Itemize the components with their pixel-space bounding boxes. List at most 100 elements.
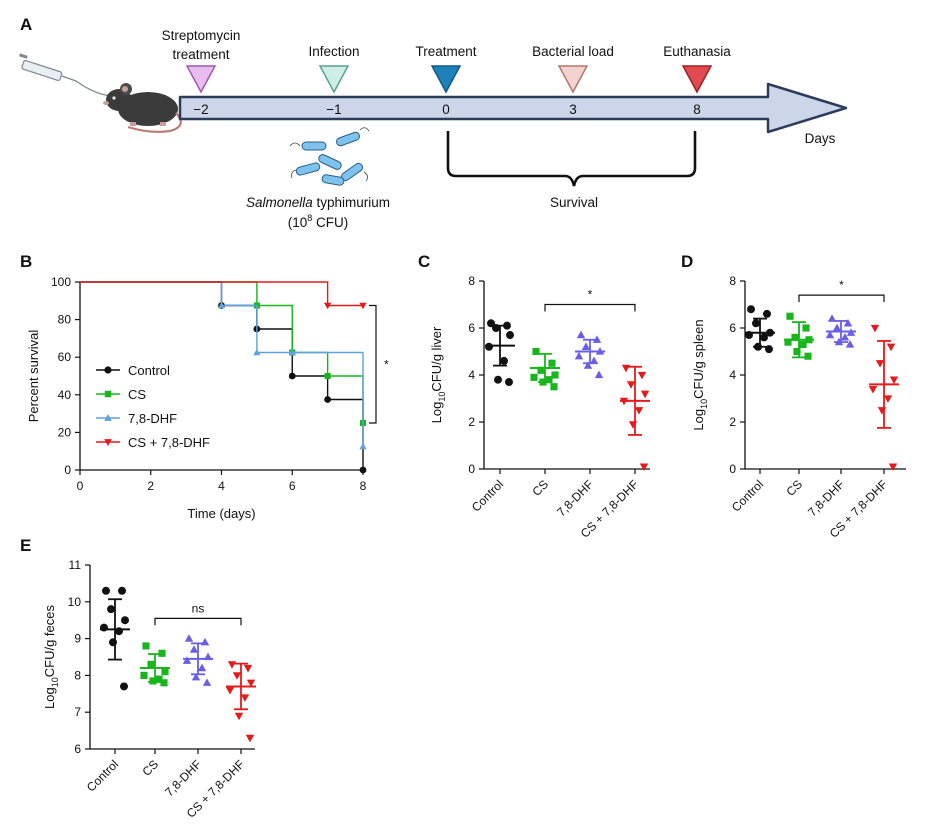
timeline-events: Streptomycin treatment −2 Infection −1 Treatm… (162, 28, 732, 117)
data-point (765, 345, 773, 354)
timeline-event-marker (430, 65, 462, 94)
data-point (120, 682, 128, 691)
data-point (550, 383, 558, 391)
timeline-tick-label: 0 (442, 102, 450, 117)
data-point (628, 421, 638, 429)
data-point (161, 668, 169, 676)
data-point (551, 371, 559, 379)
data-point (883, 395, 893, 403)
data-point (827, 314, 837, 322)
panel-c-label: C (418, 252, 430, 271)
y-tick-label: 8 (729, 274, 736, 288)
x-tick-label: CS (529, 477, 551, 499)
data-point (197, 663, 207, 672)
data-point (594, 370, 604, 379)
y-tick-label: 6 (468, 321, 475, 335)
data-point (500, 356, 508, 365)
survival-point (288, 348, 296, 356)
significance-bracket (369, 304, 377, 424)
data-point (840, 332, 850, 341)
timeline-event-marker (185, 65, 217, 94)
legend-label: 7,8-DHF (128, 411, 177, 426)
data-point (155, 675, 163, 683)
x-tick-label: 7,8-DHF (805, 477, 847, 519)
y-tick-label: 40 (58, 388, 72, 402)
mouse-icon (103, 83, 182, 133)
timeline-arrow (178, 82, 848, 134)
data-point (626, 381, 636, 389)
data-point (799, 340, 807, 349)
data-point (118, 586, 126, 595)
data-point (225, 686, 235, 695)
y-tick-label: 20 (58, 425, 72, 439)
data-point (200, 637, 210, 646)
data-point (784, 338, 792, 346)
timeline-event-label: treatment (172, 47, 229, 62)
data-point (191, 672, 201, 681)
data-point (791, 333, 799, 341)
y-tick-label: 100 (51, 275, 71, 289)
legend-label: Control (128, 363, 170, 378)
x-tick-label: 8 (360, 479, 367, 493)
y-tick-label: 4 (468, 368, 475, 382)
data-point (747, 305, 755, 314)
x-tick-label: 6 (289, 479, 296, 493)
y-tick-label: 6 (729, 321, 736, 335)
x-tick-label: CS (139, 757, 161, 779)
timeline-event-label: Streptomycin (162, 28, 241, 43)
survival-point (359, 302, 367, 310)
survival-curve (80, 281, 363, 307)
legend-marker (104, 390, 112, 398)
data-point (574, 351, 584, 360)
data-point (589, 356, 599, 365)
data-point (182, 656, 192, 664)
x-tick-label: Control (469, 477, 506, 514)
x-tick-label: Control (729, 477, 766, 514)
x-tick-label: 0 (77, 479, 84, 493)
timeline-tick-label: 3 (569, 102, 577, 117)
data-point (232, 672, 242, 680)
data-point (506, 331, 514, 340)
x-tick-label: 2 (147, 479, 154, 493)
timeline-event-marker (557, 65, 589, 94)
data-point (639, 463, 649, 472)
bacteria-icon (289, 127, 370, 186)
timeline-tick-label: 8 (693, 102, 701, 117)
panel-e-label: E (20, 536, 31, 555)
data-point (793, 347, 801, 356)
panel-b-label: B (20, 252, 32, 271)
data-point (888, 463, 898, 472)
data-point (825, 330, 835, 339)
data-point (532, 347, 540, 356)
x-axis-label: Time (days) (187, 506, 255, 521)
x-tick-label: 4 (218, 479, 225, 493)
data-point (786, 312, 794, 320)
data-point (752, 319, 760, 328)
data-point (870, 324, 880, 333)
data-point (845, 340, 855, 348)
survival-point (324, 372, 331, 380)
data-point (246, 679, 256, 688)
y-tick-label: 11 (69, 558, 82, 572)
y-tick-label: 60 (58, 350, 72, 364)
x-tick-label: CS (783, 477, 805, 499)
data-point (102, 586, 110, 595)
data-point (640, 390, 650, 399)
timeline-event-marker (318, 65, 350, 94)
data-point (843, 318, 853, 327)
data-point (877, 407, 887, 415)
x-tick-label: 7,8-DHF (162, 757, 204, 799)
y-tick-label: 80 (58, 313, 72, 327)
survival-point (324, 302, 332, 310)
y-tick-label: 4 (729, 368, 736, 382)
panel-a: A Days Streptomycin treatment −2 Infection −… (19, 15, 848, 230)
data-point (637, 371, 647, 380)
y-tick-label: 0 (729, 462, 736, 476)
data-point (107, 605, 115, 614)
bacteria-label: Salmonella typhimurium (246, 195, 390, 210)
x-tick-label: 7,8-DHF (554, 477, 596, 519)
data-point (140, 671, 148, 679)
significance-label: * (588, 288, 593, 302)
